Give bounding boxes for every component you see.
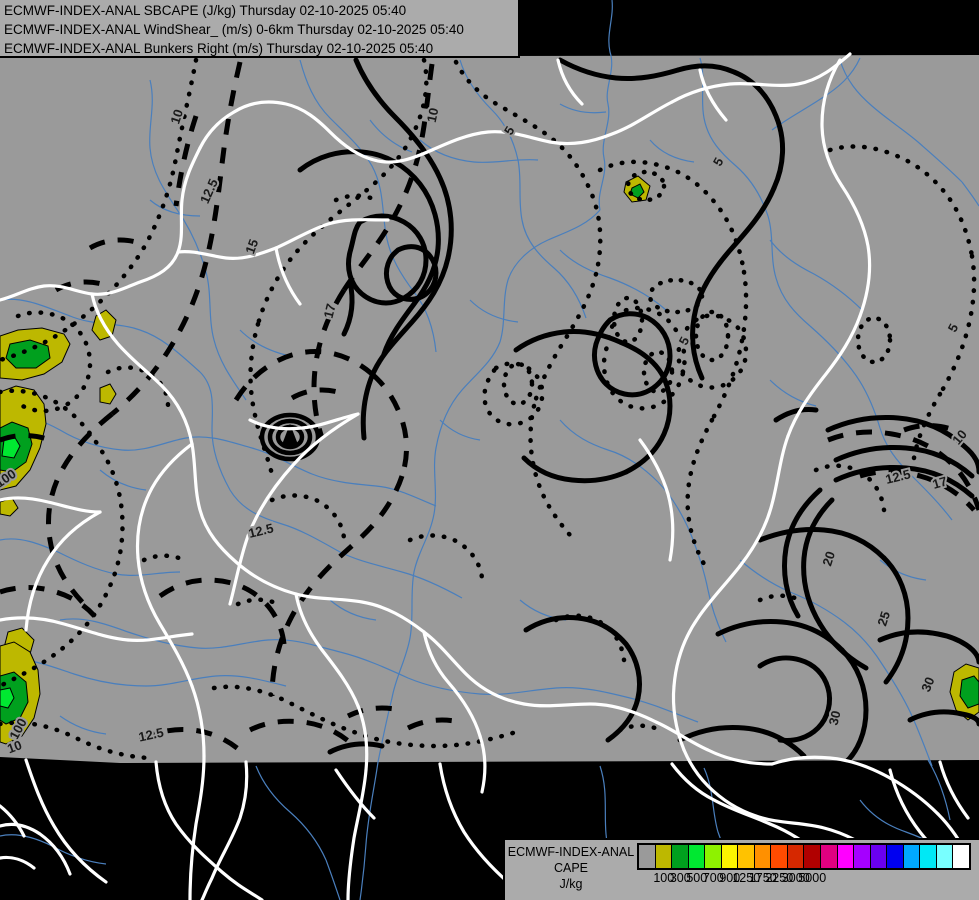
- legend-tick-5000: 5000: [798, 871, 827, 885]
- map-domain-background: [0, 55, 979, 763]
- cape-area-west-upper: [0, 327, 71, 381]
- legend-units: J/kg: [559, 877, 583, 891]
- legend-swatch-0[interactable]: [639, 845, 656, 868]
- legend-swatch-1[interactable]: [655, 845, 673, 868]
- windshear-solid-contours: [297, 57, 979, 763]
- legend-tick-500: 500: [686, 871, 708, 885]
- title-line-windshear: ECMWF-INDEX-ANAL WindShear_ (m/s) 0-6km …: [4, 22, 464, 37]
- legend-tick-3000: 3000: [781, 871, 810, 885]
- legend-swatch-7[interactable]: [754, 845, 772, 868]
- legend-tick-2250: 2250: [765, 871, 794, 885]
- svg-text:20: 20: [819, 549, 838, 567]
- legend-tick-1750: 1750: [748, 871, 777, 885]
- cape-area-small-2: [99, 383, 117, 405]
- legend-swatch-16[interactable]: [903, 845, 921, 868]
- contour-label-17-13: 17: [929, 471, 951, 493]
- svg-text:10: 10: [424, 106, 442, 123]
- windshear-dashed-contours: [0, 61, 979, 754]
- legend-swatch-17[interactable]: [920, 845, 937, 868]
- legend-swatch-9[interactable]: [787, 845, 805, 868]
- cape-area-southeast: [949, 663, 979, 721]
- legend-tick-300: 300: [669, 871, 691, 885]
- svg-text:25: 25: [874, 609, 893, 627]
- legend-swatch-14[interactable]: [870, 845, 888, 868]
- contour-label-30-17: 30: [824, 707, 846, 729]
- windshear-bullseye-center: [259, 412, 321, 462]
- legend-swatch-11[interactable]: [821, 845, 838, 868]
- legend-title-line1: ECMWF-INDEX-ANAL: [507, 845, 635, 859]
- cape-area-southwest: [0, 641, 41, 745]
- legend-swatch-3[interactable]: [688, 845, 706, 868]
- legend-swatch-12[interactable]: [837, 845, 855, 868]
- contour-label-20-14: 20: [817, 547, 840, 569]
- legend-swatch-2[interactable]: [672, 845, 689, 868]
- contour-label-25-15: 25: [872, 607, 895, 629]
- legend-tick-900: 900: [719, 871, 741, 885]
- contour-label-17-3: 17: [319, 300, 341, 322]
- legend-title-line2: CAPE: [553, 861, 589, 875]
- legend-bar-wrapper: 100 300 500 700 900 1250 1750 2250 3000 5000: [637, 840, 975, 886]
- legend-swatch-6[interactable]: [738, 845, 755, 868]
- contour-label-10-4: 10: [422, 104, 444, 125]
- legend-tick-100: 100: [653, 871, 675, 885]
- svg-text:10: 10: [167, 107, 186, 125]
- legend-label-block: ECMWF-INDEX-ANAL CAPE J/kg: [505, 840, 637, 892]
- country-borders-layer: [0, 52, 972, 900]
- title-line-sbcape: ECMWF-INDEX-ANAL SBCAPE (J/kg) Thursday …: [4, 3, 407, 18]
- legend-swatch-18[interactable]: [936, 845, 954, 868]
- title-line-bunkers-right: ECMWF-INDEX-ANAL Bunkers Right (m/s) Thu…: [4, 41, 434, 56]
- legend-swatch-10[interactable]: [804, 845, 822, 868]
- legend-swatch-19[interactable]: [953, 845, 969, 868]
- legend-swatch-4[interactable]: [705, 845, 722, 868]
- contour-label-10-0: 10: [165, 105, 188, 127]
- legend-swatch-5[interactable]: [721, 845, 739, 868]
- legend-tick-1250: 1250: [732, 871, 761, 885]
- cape-colorbar-legend: ECMWF-INDEX-ANAL CAPE J/kg 100 300 500 700 9…: [503, 838, 979, 900]
- svg-text:17: 17: [321, 302, 339, 320]
- legend-swatch-8[interactable]: [771, 845, 788, 868]
- map-title-panel: ECMWF-INDEX-ANAL SBCAPE (J/kg) Thursday …: [0, 0, 520, 58]
- legend-tick-700: 700: [702, 871, 724, 885]
- svg-text:30: 30: [826, 709, 844, 727]
- legend-swatch-15[interactable]: [887, 845, 904, 868]
- legend-color-bar[interactable]: [637, 843, 971, 870]
- legend-tick-labels: 100 300 500 700 900 1250 1750 2250 3000 5000: [637, 870, 971, 886]
- svg-text:17: 17: [931, 473, 949, 491]
- legend-swatch-13[interactable]: [854, 845, 871, 868]
